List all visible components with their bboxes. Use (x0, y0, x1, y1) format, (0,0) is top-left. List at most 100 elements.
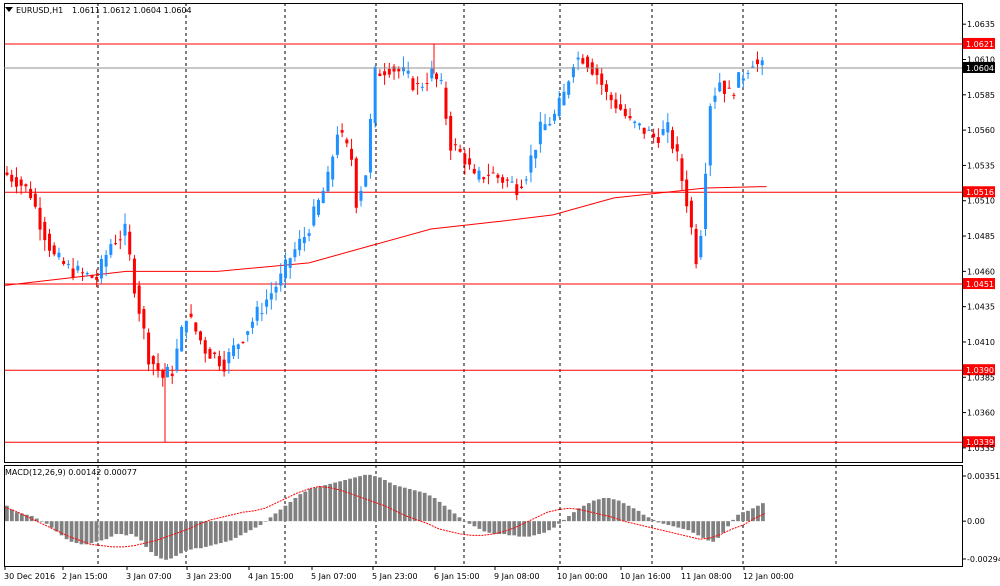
candle-body (387, 68, 391, 75)
candle-body (751, 66, 755, 68)
candle-body (38, 207, 42, 230)
dropdown-triangle-icon[interactable] (5, 7, 13, 12)
candle-body (713, 95, 717, 102)
macd-bar (641, 514, 646, 522)
macd-bar (402, 487, 407, 522)
macd-bar (576, 508, 581, 522)
candle-body (468, 158, 472, 165)
candle-body (637, 123, 641, 126)
macd-bar (606, 498, 611, 522)
macd-bar (368, 474, 372, 522)
time-label: 10 Jan 16:00 (620, 572, 671, 581)
candle-body (689, 200, 693, 228)
macd-bar (467, 521, 472, 524)
candle-body (85, 272, 89, 275)
macd-bar (646, 517, 651, 522)
macd-bar (477, 521, 482, 529)
macd-bar (671, 521, 676, 527)
macd-bar (74, 521, 79, 544)
macd-bar (462, 521, 467, 522)
candle-body (614, 99, 618, 109)
candle-body (246, 331, 250, 335)
candle-body (430, 68, 434, 79)
macd-bar (636, 510, 641, 522)
candle-body (496, 174, 500, 178)
time-label: 2 Jan 15:00 (62, 572, 108, 581)
time-label: 5 Jan 07:00 (311, 572, 357, 581)
candle-body (274, 286, 278, 293)
candle-body (368, 118, 372, 173)
price-tick-label: 1.0560 (967, 126, 995, 135)
macd-bar (109, 521, 114, 537)
candle-body (302, 236, 306, 244)
macd-bar (761, 503, 765, 522)
macd-bar (731, 519, 735, 522)
macd-bar (557, 521, 561, 524)
candle-body (227, 352, 231, 364)
macd-bar (119, 521, 124, 535)
candle-body (312, 206, 316, 226)
candle-body (534, 149, 538, 159)
ma-line (3, 186, 767, 286)
candle-body (411, 78, 415, 91)
candle-body (317, 200, 321, 215)
candle-body (515, 184, 519, 196)
candle-body (260, 313, 264, 315)
candle-body (269, 293, 273, 300)
price-tick-label: 1.0385 (967, 373, 995, 382)
candle-body (439, 79, 443, 81)
candle-body (741, 78, 745, 81)
macd-bar (502, 521, 507, 535)
macd-bar (328, 483, 333, 522)
macd-bar (407, 488, 412, 522)
candle-body (453, 144, 457, 146)
level-label: 1.0516 (966, 188, 994, 197)
macd-bar (89, 521, 94, 544)
macd-bar (129, 521, 134, 535)
candle-body (746, 73, 750, 75)
macd-bar (228, 521, 233, 541)
candle-body (519, 186, 523, 188)
candle-body (704, 173, 708, 229)
grid-lines (97, 3, 837, 566)
macd-bar (49, 521, 54, 528)
candle-body (255, 306, 259, 321)
candle-body (755, 59, 759, 65)
macd-bar (591, 500, 596, 522)
candle-body (326, 171, 330, 192)
candle-body (265, 299, 269, 307)
macd-bar (756, 505, 760, 522)
time-label: 5 Jan 23:00 (372, 572, 418, 581)
candle-body (501, 177, 505, 183)
macd-bar (482, 521, 487, 532)
macd-bar (159, 521, 163, 559)
price-tick-label: 1.0335 (967, 444, 995, 453)
candle-body (529, 155, 533, 173)
macd-bar (124, 521, 129, 536)
candle-body (685, 179, 689, 207)
level-label: 1.0451 (966, 280, 994, 289)
price-tick-label: 1.0435 (967, 303, 995, 312)
macd-bar (253, 521, 258, 528)
candle-body (165, 367, 169, 378)
macd-bar (711, 521, 716, 542)
macd-bar (397, 486, 402, 522)
macd-bar (373, 476, 377, 522)
macd-bar (14, 512, 19, 522)
macd-bar (213, 521, 218, 545)
macd-bar (79, 521, 84, 545)
candle-body (24, 184, 28, 187)
candle-body (151, 356, 155, 365)
candle-body (47, 233, 51, 251)
macd-bar (238, 521, 243, 536)
candle-body (463, 153, 467, 165)
candle-body (562, 91, 566, 106)
macd-bar (194, 521, 198, 549)
macd-bar (611, 499, 616, 522)
macd-bar (358, 476, 362, 522)
candle-body (435, 73, 439, 80)
candle-body (335, 134, 339, 155)
macd-bar (273, 513, 278, 522)
macd-bar (497, 521, 502, 535)
candle-body (732, 94, 736, 96)
